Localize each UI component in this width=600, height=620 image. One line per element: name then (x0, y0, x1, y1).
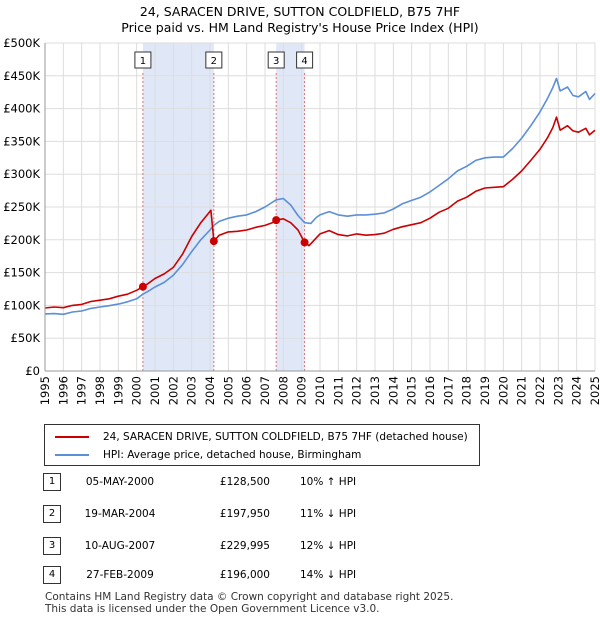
sale-price: £128,500 (219, 476, 270, 488)
x-tick-label: 2001 (148, 376, 162, 405)
sale-row: 4 27-FEB-2009 £196,000 14% ↓ HPI (0, 566, 600, 586)
sale-number-badge: 2 (43, 505, 61, 523)
sale-point (300, 238, 309, 247)
sale-row: 1 05-MAY-2000 £128,500 10% ↑ HPI (0, 473, 600, 493)
legend-swatch-property (55, 436, 89, 438)
x-tick-label: 1997 (75, 376, 89, 405)
x-tick-label: 1998 (93, 376, 107, 405)
y-tick-label: £500K (3, 36, 40, 50)
x-tick-label: 2000 (130, 376, 144, 405)
x-tick-label: 2015 (405, 376, 419, 405)
price-chart: £0 £50K £100K £150K £200K £250K £300K £350K £400… (3, 36, 600, 405)
sale-row: 3 10-AUG-2007 £229,995 12% ↓ HPI (0, 537, 600, 557)
x-tick-label: 2002 (166, 376, 180, 405)
x-tick-label: 2025 (588, 376, 600, 405)
sale-marker-label: 4 (301, 56, 307, 67)
x-tick-label: 2007 (258, 376, 272, 405)
y-tick-label: £150K (3, 266, 40, 280)
x-tick-label: 1995 (38, 376, 52, 405)
sale-marker-label: 1 (140, 56, 146, 67)
sale-hpi-diff: 12% ↓ HPI (300, 540, 357, 552)
x-tick-label: 2017 (441, 376, 455, 405)
x-tick-label: 2010 (313, 376, 327, 405)
y-tick-label: £400K (3, 102, 40, 116)
x-tick-label: 2021 (515, 376, 529, 405)
hpi-line (44, 77, 596, 316)
sale-point (272, 216, 281, 225)
y-tick-label: £100K (3, 298, 40, 312)
x-tick-label: 2018 (460, 376, 474, 405)
sale-date: 19-MAR-2004 (84, 508, 156, 520)
sale-marker-box (267, 51, 285, 69)
legend-item-property: 24, SARACEN DRIVE, SUTTON COLDFIELD, B75… (55, 431, 468, 443)
sale-price: £196,000 (219, 569, 270, 581)
legend-label-hpi: HPI: Average price, detached house, Birm… (103, 449, 362, 461)
x-tick-label: 2011 (331, 376, 345, 405)
sale-date: 27-FEB-2009 (86, 569, 154, 581)
x-tick-label: 2014 (386, 376, 400, 405)
sale-marker-label: 2 (211, 56, 217, 67)
footer-copyright: Contains HM Land Registry data © Crown c… (45, 591, 454, 603)
chart-title: 24, SARACEN DRIVE, SUTTON COLDFIELD, B75… (139, 4, 461, 19)
x-tick-label: 2008 (276, 376, 290, 405)
x-tick-label: 2003 (185, 376, 199, 405)
legend-item-hpi: HPI: Average price, detached house, Birm… (55, 449, 361, 461)
footer-licence: This data is licensed under the Open Gov… (45, 603, 380, 615)
x-tick-label: 2022 (533, 376, 547, 405)
sale-number-badge: 3 (43, 537, 61, 555)
chart-subtitle: Price paid vs. HM Land Registry's House … (121, 20, 479, 35)
x-tick-label: 2013 (368, 376, 382, 405)
legend-label-property: 24, SARACEN DRIVE, SUTTON COLDFIELD, B75… (103, 431, 468, 443)
x-tick-label: 2004 (203, 376, 217, 405)
y-tick-label: £50K (11, 331, 41, 345)
chart-legend: 24, SARACEN DRIVE, SUTTON COLDFIELD, B75… (44, 424, 480, 466)
y-tick-label: £350K (3, 134, 40, 148)
x-tick-label: 2012 (350, 376, 364, 405)
sale-point (138, 282, 147, 291)
x-tick-label: 2005 (221, 376, 235, 405)
y-tick-label: £300K (3, 167, 40, 181)
x-tick-label: 2024 (570, 376, 584, 405)
x-tick-label: 2016 (423, 376, 437, 405)
sale-marker-box (296, 51, 314, 69)
legend-swatch-hpi (55, 454, 89, 456)
sale-marker-box (134, 51, 152, 69)
sale-marker-box (205, 51, 223, 69)
sale-price: £197,950 (219, 508, 270, 520)
y-tick-label: £250K (3, 200, 40, 214)
y-tick-label: £200K (3, 233, 40, 247)
sale-number-badge: 1 (43, 473, 61, 491)
sale-date: 05-MAY-2000 (85, 476, 155, 488)
x-tick-label: 1996 (56, 376, 70, 405)
sale-date: 10-AUG-2007 (84, 540, 156, 552)
sale-hpi-diff: 10% ↑ HPI (300, 476, 357, 488)
x-tick-label: 2023 (551, 376, 565, 405)
y-tick-label: £450K (3, 69, 40, 83)
sale-marker-label: 3 (273, 56, 279, 67)
sale-price: £229,995 (219, 540, 270, 552)
x-tick-label: 1999 (111, 376, 125, 405)
sale-row: 2 19-MAR-2004 £197,950 11% ↓ HPI (0, 505, 600, 525)
sale-hpi-diff: 14% ↓ HPI (300, 569, 357, 581)
x-tick-label: 2020 (496, 376, 510, 405)
sale-hpi-diff: 11% ↓ HPI (300, 508, 357, 520)
x-tick-label: 2006 (240, 376, 254, 405)
x-tick-label: 2019 (478, 376, 492, 405)
sale-number-badge: 4 (43, 566, 61, 584)
sale-point (209, 237, 218, 246)
x-tick-label: 2009 (295, 376, 309, 405)
y-tick-label: £0 (25, 364, 40, 378)
